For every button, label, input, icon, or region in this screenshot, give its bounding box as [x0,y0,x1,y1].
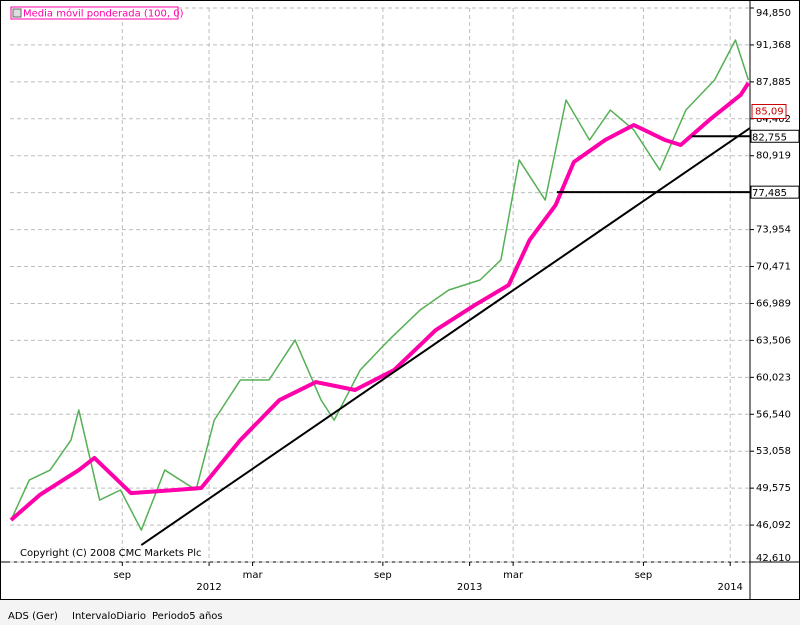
y-tick-label: 49,575 [756,483,791,494]
moving-average-line [9,81,751,522]
y-tick-label: 87,885 [756,77,791,88]
y-tick-label: 46,092 [756,520,791,531]
y-tick-label: 70,471 [756,262,791,273]
y-tick-label: 80,919 [756,151,791,162]
level-label-box [750,185,800,199]
x-tick-label: mar [243,570,264,581]
y-tick-label: 60,023 [756,372,791,383]
y-tick-label: 42,610 [756,553,791,564]
x-tick-label: 2014 [717,582,742,593]
footer-symbol: ADS (Ger) [8,611,58,622]
y-tick-label: 53,058 [756,446,791,457]
level-label: 77,485 [752,188,787,199]
y-tick-label: 84,402 [756,114,791,125]
footer-period: Periodo5 años [152,611,223,622]
x-tick-label: 2013 [457,582,482,593]
trendline [140,127,751,546]
legend-checkbox[interactable] [12,8,22,18]
x-tick-label: mar [503,570,524,581]
legend: Media móvil ponderada (100, 0) [10,6,184,20]
x-tick-label: sep [635,570,653,581]
footer-interval: IntervaloDiario [72,611,146,622]
copyright: Copyright (C) 2008 CMC Markets Plc [20,548,201,559]
legend-box [10,6,179,20]
marker-label: 85,09 [755,107,784,118]
level-label: 82,755 [752,132,787,143]
x-tick-label: sep [113,570,131,581]
marker-box [751,104,787,120]
y-tick-label: 73,954 [756,225,791,236]
y-tick-label: 63,506 [756,335,791,346]
chart-frame [0,0,800,600]
price-line [10,39,750,531]
legend-label: Media móvil ponderada (100, 0) [23,8,184,20]
x-tick-label: 2012 [196,582,221,593]
y-tick-label: 56,540 [756,409,791,420]
x-tick-label: sep [374,570,392,581]
y-tick-label: 94,850 [756,8,791,19]
y-tick-label: 91,368 [756,40,791,51]
y-tick-label: 66,989 [756,298,791,309]
level-label-box [750,129,800,143]
